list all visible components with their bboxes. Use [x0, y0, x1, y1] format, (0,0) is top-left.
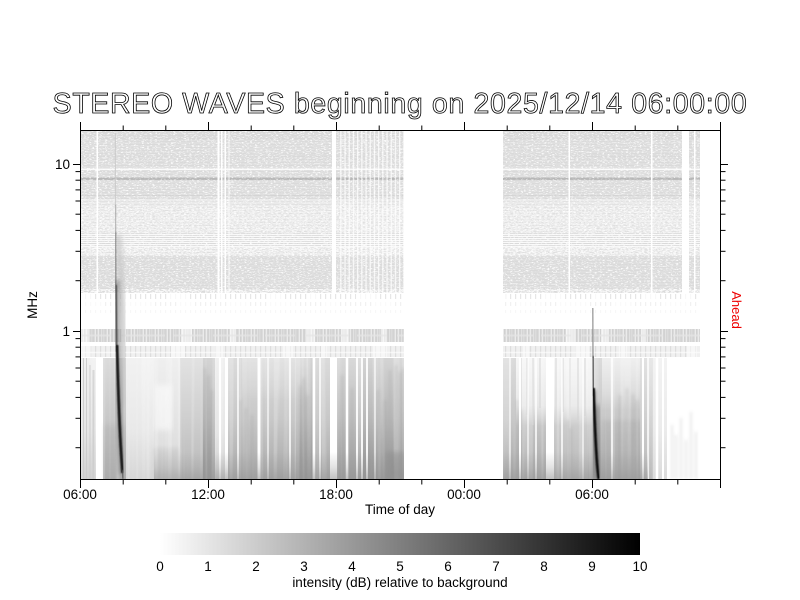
svg-text:3: 3 — [300, 559, 308, 574]
svg-text:10: 10 — [55, 157, 70, 172]
svg-text:Ahead: Ahead — [729, 291, 744, 329]
svg-text:5: 5 — [396, 559, 404, 574]
svg-text:06:00: 06:00 — [575, 487, 609, 502]
svg-text:00:00: 00:00 — [447, 487, 481, 502]
svg-text:12:00: 12:00 — [191, 487, 225, 502]
svg-text:intensity (dB) relative to bac: intensity (dB) relative to background — [292, 575, 507, 590]
svg-text:MHz: MHz — [25, 291, 40, 319]
svg-text:7: 7 — [492, 559, 500, 574]
svg-text:1: 1 — [204, 559, 212, 574]
svg-text:Time of day: Time of day — [365, 502, 435, 517]
svg-text:2: 2 — [252, 559, 260, 574]
svg-text:STEREO WAVES beginning on 2025: STEREO WAVES beginning on 2025/12/14 06:… — [53, 88, 748, 120]
svg-text:4: 4 — [348, 559, 356, 574]
svg-text:6: 6 — [444, 559, 452, 574]
svg-text:0: 0 — [156, 559, 164, 574]
svg-text:06:00: 06:00 — [63, 487, 97, 502]
svg-text:18:00: 18:00 — [319, 487, 353, 502]
svg-text:10: 10 — [632, 559, 647, 574]
svg-text:1: 1 — [62, 324, 70, 339]
svg-text:8: 8 — [540, 559, 548, 574]
svg-text:9: 9 — [588, 559, 596, 574]
